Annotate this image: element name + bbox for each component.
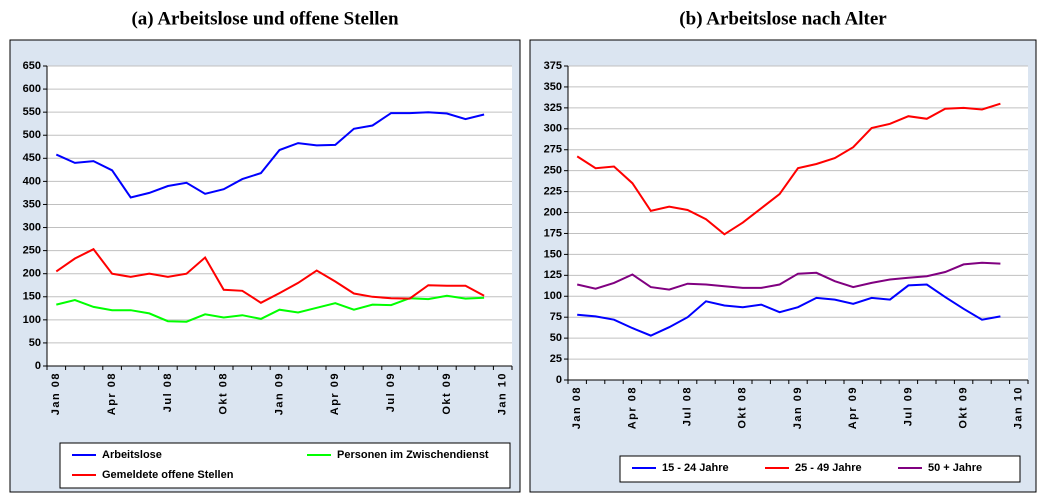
y-tick-label: 50 xyxy=(550,332,562,344)
legend xyxy=(619,455,1021,483)
series-line xyxy=(56,294,485,323)
x-tick-label: Apr 09 xyxy=(847,386,859,429)
x-tick-label: Jan 10 xyxy=(1013,386,1025,429)
x-tick-label: Jan 09 xyxy=(792,386,804,429)
legend-label: 25 - 49 Jahre xyxy=(795,462,862,474)
chart-title: (b) Arbeitslose nach Alter xyxy=(679,8,887,29)
y-tick-label: 250 xyxy=(544,165,562,177)
x-tick-label: Okt 09 xyxy=(958,386,970,429)
x-tick-label: Apr 08 xyxy=(106,372,118,415)
y-tick-label: 200 xyxy=(544,206,562,218)
x-tick-label: Jul 09 xyxy=(902,386,914,426)
legend-label: 15 - 24 Jahre xyxy=(662,462,729,474)
legend xyxy=(59,442,511,489)
x-tick-label: Okt 08 xyxy=(737,386,749,429)
y-tick-label: 300 xyxy=(544,123,562,135)
y-tick-label: 0 xyxy=(556,374,562,386)
plot-area xyxy=(47,66,512,366)
y-tick-label: 25 xyxy=(550,353,562,365)
y-tick-label: 350 xyxy=(544,81,562,93)
y-tick-label: 125 xyxy=(544,269,562,281)
y-tick-label: 0 xyxy=(35,360,41,372)
x-tick-label: Apr 09 xyxy=(329,372,341,415)
x-tick-label: Jan 09 xyxy=(273,372,285,415)
legend-label: Personen im Zwischendienst xyxy=(337,449,489,461)
y-tick-label: 75 xyxy=(550,311,562,323)
plot-area xyxy=(568,66,1028,380)
series-line xyxy=(55,247,485,304)
y-tick-label: 275 xyxy=(544,144,562,156)
series-line xyxy=(576,261,1001,291)
y-tick-label: 300 xyxy=(23,221,41,233)
legend-label: Gemeldete offene Stellen xyxy=(102,469,234,481)
y-tick-label: 50 xyxy=(29,337,41,349)
y-tick-label: 650 xyxy=(23,60,41,72)
x-tick-label: Jul 08 xyxy=(682,386,694,426)
y-tick-label: 550 xyxy=(23,106,41,118)
x-tick-label: Jul 08 xyxy=(162,372,174,412)
legend-label: Arbeitslose xyxy=(102,449,162,461)
x-tick-label: Jan 08 xyxy=(571,386,583,429)
y-tick-label: 600 xyxy=(23,83,41,95)
y-tick-label: 325 xyxy=(544,102,562,114)
chart-title: (a) Arbeitslose und offene Stellen xyxy=(131,8,398,29)
x-tick-label: Apr 08 xyxy=(626,386,638,429)
y-tick-label: 200 xyxy=(23,268,41,280)
x-tick-label: Okt 08 xyxy=(218,372,230,415)
y-tick-label: 100 xyxy=(544,290,562,302)
x-tick-label: Okt 09 xyxy=(441,372,453,415)
legend-label: 50 + Jahre xyxy=(928,462,982,474)
y-tick-label: 150 xyxy=(23,291,41,303)
x-tick-label: Jan 08 xyxy=(50,372,62,415)
y-tick-label: 400 xyxy=(23,175,41,187)
y-tick-label: 375 xyxy=(544,60,562,72)
y-tick-label: 500 xyxy=(23,129,41,141)
y-tick-label: 350 xyxy=(23,198,41,210)
y-tick-label: 450 xyxy=(23,152,41,164)
series-line xyxy=(55,111,485,199)
x-tick-label: Jan 10 xyxy=(497,372,509,415)
y-tick-label: 100 xyxy=(23,314,41,326)
x-tick-label: Jul 09 xyxy=(385,372,397,412)
series-line xyxy=(577,283,1001,337)
y-tick-label: 150 xyxy=(544,248,562,260)
y-tick-label: 225 xyxy=(544,186,562,198)
y-tick-label: 175 xyxy=(544,227,562,239)
series-line xyxy=(576,102,1001,236)
y-tick-label: 250 xyxy=(23,245,41,257)
